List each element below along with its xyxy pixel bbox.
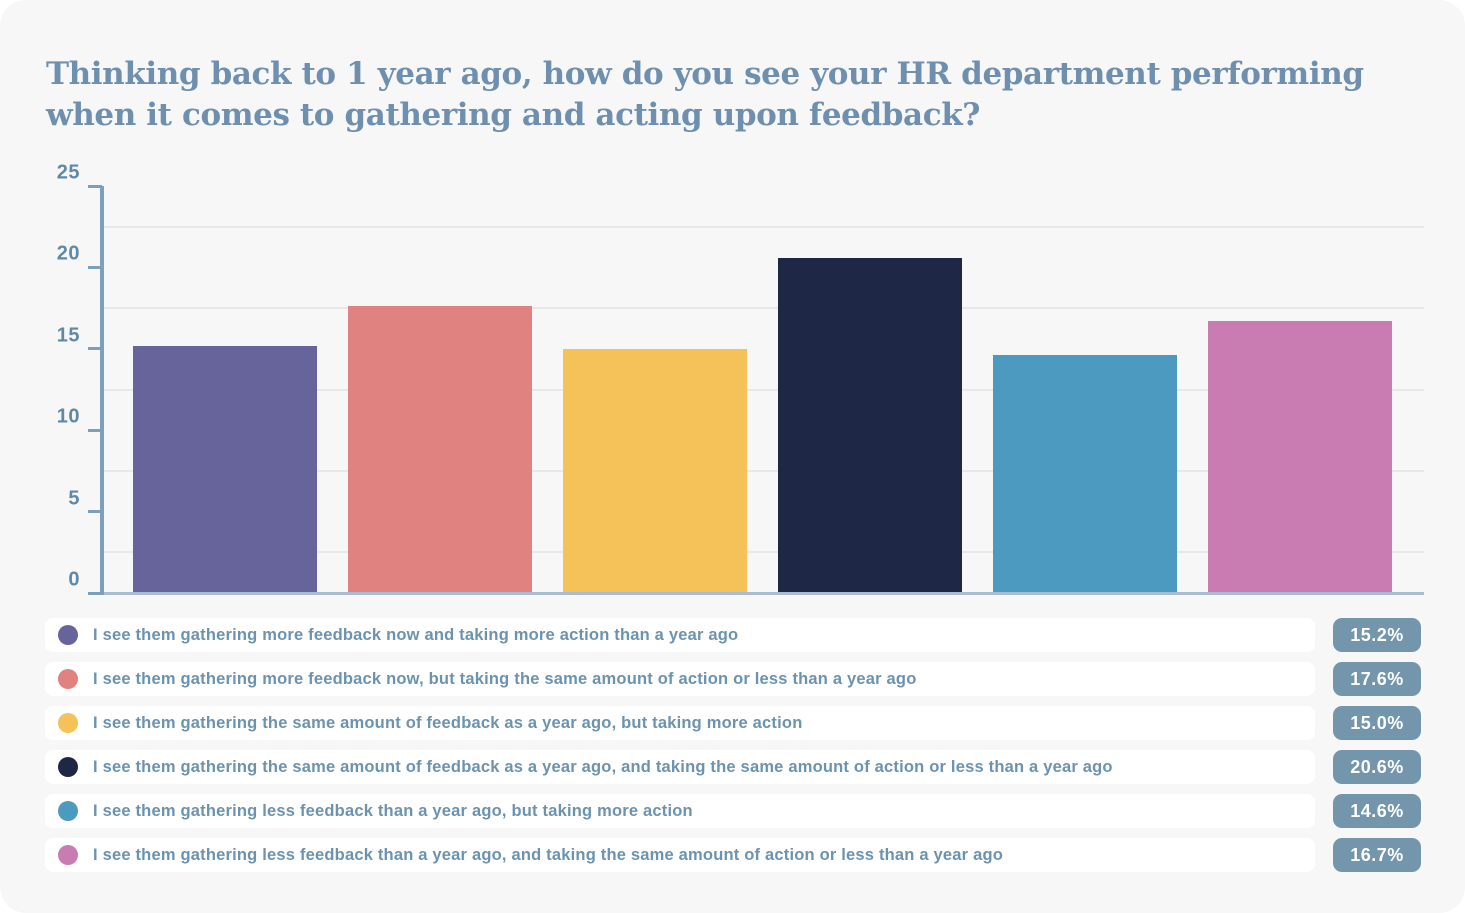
bar-2 (348, 306, 532, 593)
legend-item-label: I see them gathering more feedback now, … (93, 669, 917, 688)
y-axis-tick (88, 265, 102, 269)
percentage-badge: 20.6% (1333, 750, 1421, 784)
y-axis-tick-label: 5 (68, 487, 80, 510)
y-axis-tick (88, 347, 102, 351)
page-title: Thinking back to 1 year ago, how do you … (46, 56, 1364, 133)
legend-item-label: I see them gathering the same amount of … (93, 713, 803, 732)
y-axis-tick-label: 15 (56, 324, 80, 347)
legend-row: I see them gathering less feedback than … (45, 838, 1421, 872)
bar-3 (563, 348, 747, 593)
legend-row: I see them gathering less feedback than … (45, 794, 1421, 828)
percentage-badge: 15.2% (1333, 618, 1421, 652)
percentage-badge: 15.0% (1333, 706, 1421, 740)
y-axis-line (100, 186, 104, 595)
y-axis-tick-label: 20 (56, 242, 80, 265)
legend-item: I see them gathering less feedback than … (45, 794, 1315, 828)
bar-5 (993, 355, 1177, 593)
x-axis-baseline (100, 592, 1424, 595)
legend-color-dot (58, 845, 78, 865)
gridline (102, 307, 1424, 310)
gridline (102, 388, 1424, 391)
legend-color-dot (58, 669, 78, 689)
legend-item-label: I see them gathering less feedback than … (93, 845, 1003, 864)
bar-chart-plot-area: 0 5 10 15 20 25 (57, 162, 1424, 595)
legend-item: I see them gathering more feedback now, … (45, 662, 1315, 696)
legend-item-label: I see them gathering more feedback now a… (93, 625, 739, 644)
chart-legend: I see them gathering more feedback now a… (45, 618, 1421, 882)
percentage-badge: 14.6% (1333, 794, 1421, 828)
bar-4 (778, 257, 962, 593)
legend-item: I see them gathering less feedback than … (45, 838, 1315, 872)
gridline (102, 225, 1424, 228)
legend-row: I see them gathering the same amount of … (45, 706, 1421, 740)
legend-item-label: I see them gathering less feedback than … (93, 801, 693, 820)
legend-color-dot (58, 625, 78, 645)
gridline (102, 551, 1424, 554)
legend-row: I see them gathering more feedback now a… (45, 618, 1421, 652)
y-axis-tick-label: 0 (68, 568, 80, 591)
gridline (102, 469, 1424, 472)
y-axis-tick (88, 428, 102, 432)
legend-item: I see them gathering the same amount of … (45, 706, 1315, 740)
legend-row: I see them gathering the same amount of … (45, 750, 1421, 784)
legend-item-label: I see them gathering the same amount of … (93, 757, 1113, 776)
y-axis-tick-label: 25 (56, 161, 80, 184)
percentage-badge: 17.6% (1333, 662, 1421, 696)
y-axis-tick (88, 591, 102, 595)
y-axis-tick (88, 510, 102, 514)
legend-color-dot (58, 757, 78, 777)
legend-item: I see them gathering the same amount of … (45, 750, 1315, 784)
bar-1 (133, 345, 317, 593)
legend-item: I see them gathering more feedback now a… (45, 618, 1315, 652)
legend-color-dot (58, 801, 78, 821)
percentage-badge: 16.7% (1333, 838, 1421, 872)
y-axis-tick-label: 10 (56, 405, 80, 428)
y-axis-tick (88, 184, 102, 188)
bar-6 (1208, 321, 1392, 593)
legend-row: I see them gathering more feedback now, … (45, 662, 1421, 696)
legend-color-dot (58, 713, 78, 733)
